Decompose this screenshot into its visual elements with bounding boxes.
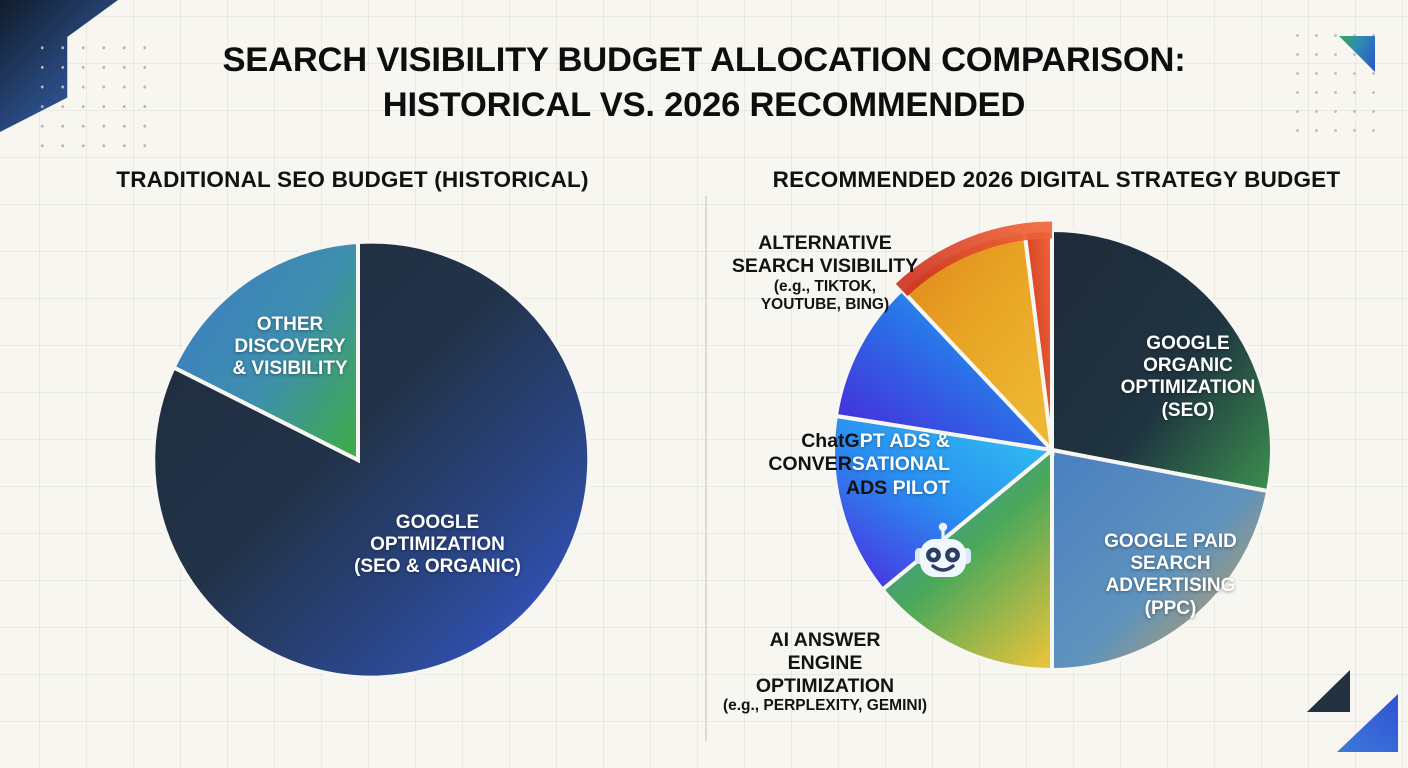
title-line-1: SEARCH VISIBILITY BUDGET ALLOCATION COMP… <box>222 41 1186 79</box>
panel-recommended: RECOMMENDED 2026 DIGITAL STRATEGY BUDGET <box>705 150 1408 760</box>
pie-slice-google-organic-seo <box>1050 227 1274 494</box>
pie-chart-historical <box>140 239 592 680</box>
title-line-2: HISTORICAL VS. 2026 RECOMMENDED <box>382 86 1026 124</box>
pie-rim-highlight <box>895 221 1053 297</box>
pie-slice-google-paid-ppc <box>1050 447 1271 673</box>
panel-left-title: TRADITIONAL SEO BUDGET (HISTORICAL) <box>116 167 589 192</box>
pie-slice-ai-answer-engine-optimization <box>831 413 1057 593</box>
pie-slice-chatgpt-ads <box>833 287 1058 453</box>
pie-slice-google-optimization <box>151 239 592 680</box>
dot-pattern-top-left <box>32 38 156 156</box>
panel-right-title: RECOMMENDED 2026 DIGITAL STRATEGY BUDGET <box>772 167 1341 192</box>
pie-slice-other-discovery <box>171 239 360 464</box>
pie-chart-recommended-2026 <box>831 221 1274 673</box>
panel-historical: TRADITIONAL SEO BUDGET (HISTORICAL) <box>0 150 705 760</box>
robot-icon <box>906 518 980 592</box>
page-title: SEARCH VISIBILITY BUDGET ALLOCATION COMP… <box>0 38 1408 128</box>
panel-divider <box>705 196 707 741</box>
